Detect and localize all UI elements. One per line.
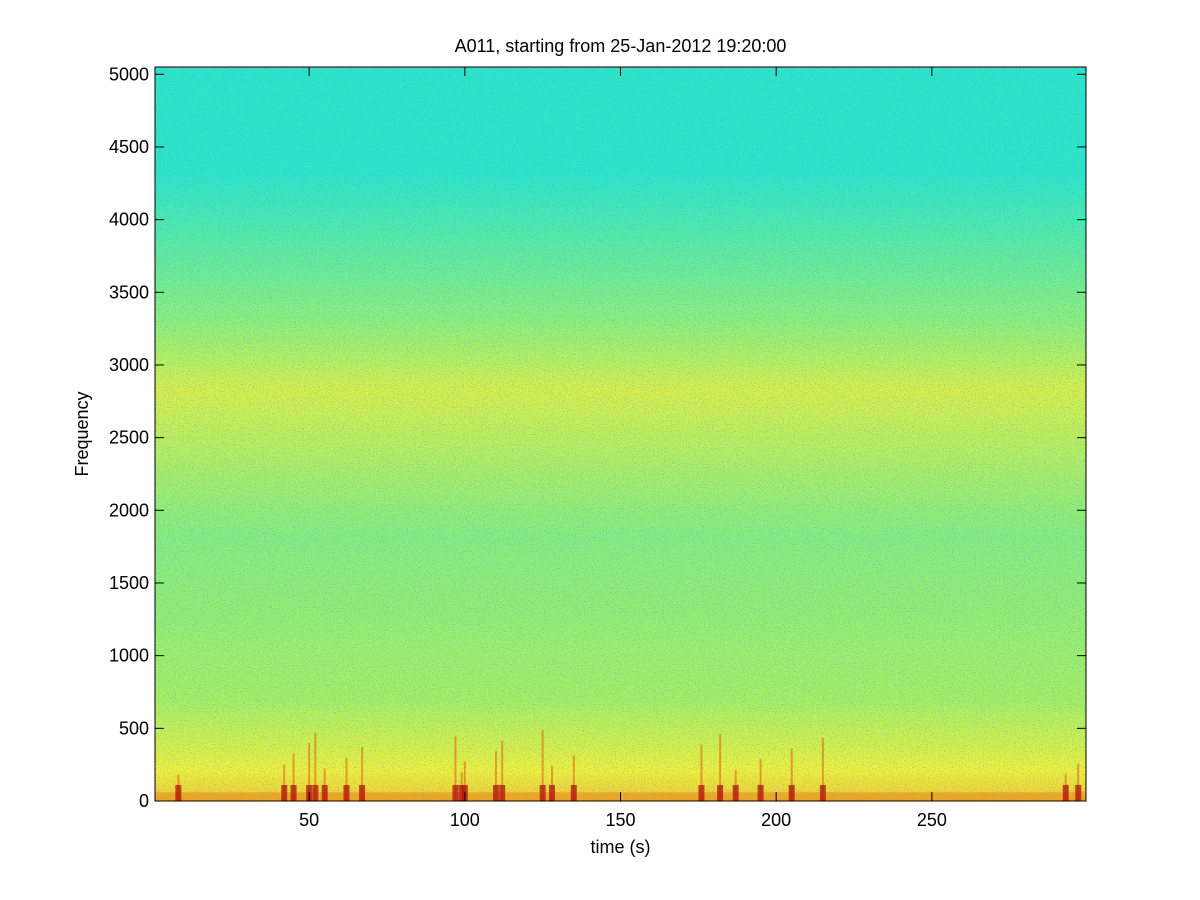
transient-event <box>290 753 297 801</box>
transient-event <box>312 732 319 801</box>
y-tick: 500 <box>119 718 1086 738</box>
x-tick-label: 150 <box>605 810 635 830</box>
x-tick: 150 <box>605 67 636 830</box>
y-tick-label: 0 <box>139 791 149 811</box>
y-tick-label: 5000 <box>109 64 149 84</box>
transient-event <box>717 733 724 801</box>
transient-event <box>321 768 328 801</box>
x-tick-label: 200 <box>761 810 791 830</box>
transient-event <box>452 736 459 801</box>
y-tick: 1500 <box>109 573 1086 593</box>
y-axis-title: Frequency <box>72 391 92 476</box>
plot-area <box>155 67 1086 801</box>
transient-event <box>1075 763 1082 801</box>
x-tick: 250 <box>917 67 947 830</box>
transient-event <box>1062 773 1069 801</box>
y-axis: 0 500 1000 1500 2000 2500 3000 3500 4000 4500 5000 <box>109 64 1086 811</box>
y-tick: 2500 <box>109 428 1086 448</box>
x-tick: 50 <box>299 67 319 830</box>
transient-event <box>570 755 577 801</box>
heatmap-speckle-texture <box>155 67 1086 801</box>
y-tick: 3000 <box>109 355 1086 375</box>
transient-event <box>539 729 546 801</box>
transient-event <box>757 759 764 801</box>
transient-event <box>788 748 795 801</box>
transient-event <box>281 764 288 801</box>
y-tick-label: 500 <box>119 718 149 738</box>
x-tick-label: 250 <box>917 810 947 830</box>
y-tick-label: 3000 <box>109 355 149 375</box>
transient-event <box>698 744 705 801</box>
x-axis-title: time (s) <box>591 837 651 857</box>
y-tick-label: 2500 <box>109 428 149 448</box>
transient-event <box>732 769 739 801</box>
y-tick: 1000 <box>109 646 1086 666</box>
transient-event <box>548 765 555 801</box>
y-tick-label: 1500 <box>109 573 149 593</box>
transient-event <box>499 740 506 801</box>
y-tick-label: 2000 <box>109 500 149 520</box>
y-tick: 4000 <box>109 210 1086 230</box>
y-tick-label: 4500 <box>109 137 149 157</box>
y-tick-label: 4000 <box>109 210 149 230</box>
transient-event <box>492 751 499 801</box>
x-tick: 100 <box>450 67 480 830</box>
transient-event <box>359 747 366 801</box>
y-tick: 4500 <box>109 137 1086 157</box>
transient-event <box>819 738 826 801</box>
x-tick: 200 <box>761 67 791 830</box>
x-tick-label: 100 <box>450 810 480 830</box>
transient-event <box>458 772 465 801</box>
y-tick-label: 3500 <box>109 282 149 302</box>
transient-event <box>175 774 182 801</box>
y-tick: 2000 <box>109 500 1086 520</box>
y-tick: 5000 <box>109 64 1086 84</box>
transient-event <box>343 757 350 801</box>
y-tick: 0 <box>139 791 1086 811</box>
y-tick: 3500 <box>109 282 1086 302</box>
y-tick-label: 1000 <box>109 646 149 666</box>
x-tick-label: 50 <box>299 810 319 830</box>
x-axis: 50 100 150 200 250 <box>299 67 947 830</box>
chart-title: A011, starting from 25-Jan-2012 19:20:00 <box>455 36 787 56</box>
